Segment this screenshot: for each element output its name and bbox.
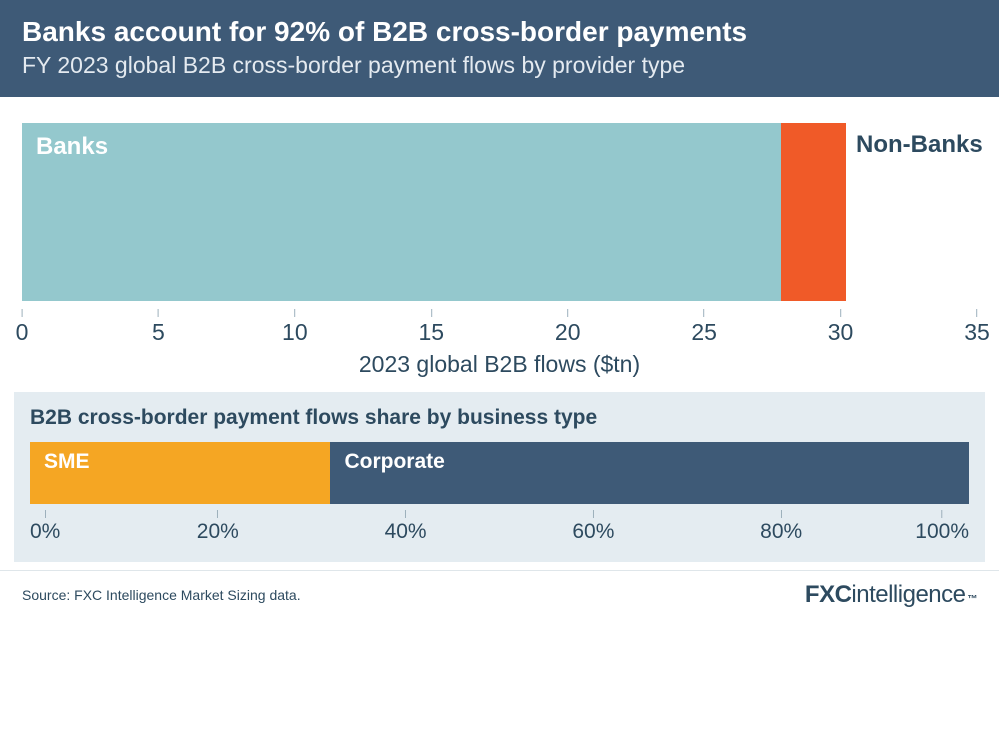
chart1-tick: 0 <box>16 309 29 346</box>
header-panel: Banks account for 92% of B2B cross-borde… <box>0 0 999 97</box>
chart1-axis-title: 2023 global B2B flows ($tn) <box>22 351 977 378</box>
chart2-segment-label: Corporate <box>344 450 444 474</box>
logo-part-2: intelligence <box>851 581 965 609</box>
chart2-segment-label: SME <box>44 450 90 474</box>
chart1-x-axis: 05101520253035 <box>22 309 977 349</box>
chart2-segment-corporate: Corporate <box>330 442 969 504</box>
chart1-segment-non-banks <box>781 123 846 301</box>
chart-title: Banks account for 92% of B2B cross-borde… <box>22 14 977 49</box>
brand-logo: FXCintelligence™ <box>805 581 977 609</box>
footer: Source: FXC Intelligence Market Sizing d… <box>0 570 999 617</box>
chart1-tick: 10 <box>282 309 308 346</box>
chart1-tick: 5 <box>152 309 165 346</box>
source-text: Source: FXC Intelligence Market Sizing d… <box>22 587 301 603</box>
chart1-area: BanksNon-Banks 05101520253035 2023 globa… <box>0 97 999 378</box>
chart1-tick: 30 <box>828 309 854 346</box>
chart2-tick: 40% <box>385 510 427 544</box>
chart2-bar-track: SME Corporate <box>30 442 969 504</box>
chart1-bar-row: BanksNon-Banks <box>22 97 977 301</box>
chart2-tick: 60% <box>572 510 614 544</box>
chart1-tick: 15 <box>418 309 444 346</box>
chart1-bar-track: BanksNon-Banks <box>22 123 846 301</box>
chart2-tick: 100% <box>915 510 969 544</box>
chart2-tick: 20% <box>197 510 239 544</box>
chart2-tick: 80% <box>760 510 802 544</box>
chart2-tick: 0% <box>30 510 60 544</box>
chart1-tick: 20 <box>555 309 581 346</box>
chart-subtitle: FY 2023 global B2B cross-border payment … <box>22 51 977 81</box>
chart2-segment-sme: SME <box>30 442 330 504</box>
chart1-segment-banks: Banks <box>22 123 781 301</box>
chart2-panel: B2B cross-border payment flows share by … <box>14 392 985 562</box>
chart2-title: B2B cross-border payment flows share by … <box>30 406 969 430</box>
logo-part-1: FXC <box>805 581 852 609</box>
chart1-segment-label: Banks <box>36 133 108 161</box>
chart1-tick: 35 <box>964 309 990 346</box>
chart1-segment-label-outside: Non-Banks <box>846 131 983 159</box>
chart1-tick: 25 <box>691 309 717 346</box>
logo-tm: ™ <box>968 594 978 605</box>
chart2-x-axis: 0% 20% 40% 60% 80% 100% <box>30 510 969 544</box>
